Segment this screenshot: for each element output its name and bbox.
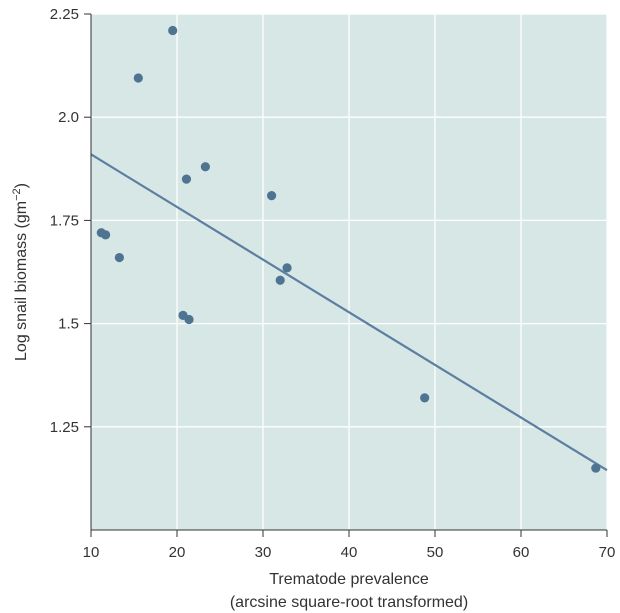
x-axis-label-line1: Trematode prevalence [269, 571, 429, 588]
data-point [181, 174, 192, 184]
trendline [90, 153, 608, 472]
x-tick-label: 40 [341, 544, 358, 561]
data-point [114, 252, 124, 263]
trendline-group [90, 153, 608, 472]
data-point [133, 73, 143, 83]
grid-lines [91, 13, 608, 530]
x-axis-ticks: 10 20 30 40 50 60 70 [83, 530, 616, 561]
data-point [267, 191, 277, 201]
y-axis-label: Log snail biomass (gm−2) [11, 183, 30, 361]
data-point [168, 25, 178, 36]
x-axis-label-line2: (arcsine square-root transformed) [230, 594, 468, 611]
data-point [591, 463, 601, 473]
y-axis-label-base: Log snail biomass (gm [13, 201, 30, 361]
x-tick-label: 50 [427, 544, 444, 561]
y-axis-label-close: ) [13, 183, 30, 188]
data-point [282, 263, 292, 273]
x-tick-label: 60 [513, 544, 530, 561]
x-tick-label: 30 [255, 544, 272, 561]
data-point [275, 275, 285, 285]
y-axis-ticks: 1.25 1.5 1.75 2.0 2.25 [50, 6, 91, 436]
data-point [101, 230, 111, 240]
x-tick-label: 70 [599, 544, 616, 561]
x-tick-label: 10 [83, 544, 100, 561]
x-tick-label: 20 [169, 544, 186, 561]
y-tick-label: 1.5 [58, 316, 79, 333]
data-point [184, 314, 194, 325]
data-point [200, 162, 210, 172]
y-tick-label: 1.25 [50, 419, 79, 436]
y-axis-label-superscript: −2 [11, 188, 23, 201]
y-tick-label: 1.75 [50, 212, 79, 229]
data-point [420, 393, 430, 403]
y-tick-label: 2.0 [58, 109, 79, 126]
data-points [96, 25, 601, 473]
y-tick-label: 2.25 [50, 6, 79, 23]
